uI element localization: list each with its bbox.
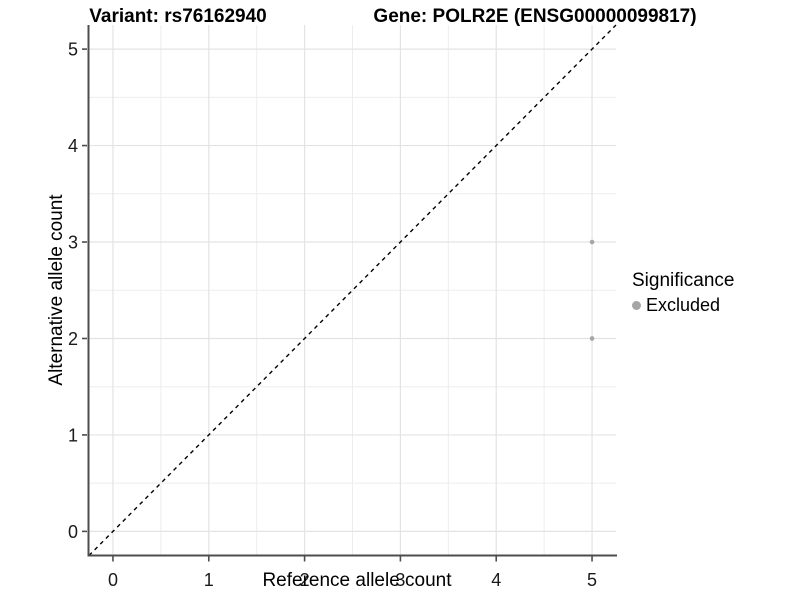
y-tick-label: 1: [68, 425, 78, 445]
x-tick-label: 0: [108, 570, 118, 590]
x-tick-label: 5: [587, 570, 597, 590]
excluded-point-icon: [632, 301, 641, 310]
y-tick-label: 3: [68, 233, 78, 253]
data-point: [589, 239, 595, 245]
x-tick-label: 4: [491, 570, 501, 590]
data-point: [589, 336, 595, 341]
x-axis-title: Reference allele count: [262, 570, 452, 591]
x-tick-label: 2: [300, 570, 310, 590]
legend: Significance Excluded: [632, 270, 734, 316]
legend-title: Significance: [632, 270, 735, 291]
y-tick-label: 0: [68, 522, 78, 542]
legend-entry-label: Excluded: [646, 295, 721, 315]
y-tick-label: 4: [68, 136, 78, 156]
legend-entry-excluded: Excluded: [632, 295, 734, 316]
y-tick-label: 2: [68, 329, 78, 349]
gene-title: Gene: POLR2E (ENSG00000099817): [373, 6, 697, 27]
variant-title: Variant: rs76162940: [89, 6, 267, 27]
x-tick-label: 3: [395, 570, 405, 590]
y-tick-label: 5: [68, 40, 78, 60]
x-tick-label: 1: [204, 570, 214, 590]
y-axis-title: Alternative allele count: [46, 194, 67, 386]
